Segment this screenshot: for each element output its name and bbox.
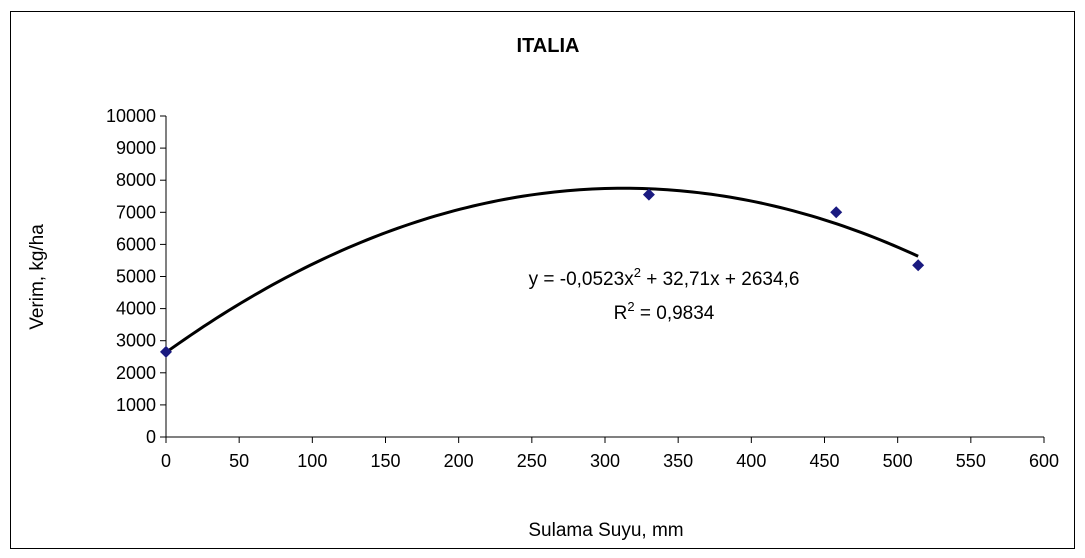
x-tick-label: 500 <box>883 451 913 471</box>
equation-text: y = -0,0523x <box>529 269 635 290</box>
y-tick-label: 8000 <box>116 170 156 190</box>
y-tick-label: 7000 <box>116 202 156 222</box>
y-tick-label: 3000 <box>116 331 156 351</box>
trendline <box>165 186 919 354</box>
data-point <box>642 188 655 201</box>
data-points <box>160 188 925 358</box>
x-tick-label: 400 <box>736 451 766 471</box>
x-tick-label: 50 <box>229 451 249 471</box>
data-point <box>830 206 843 219</box>
x-axis-ticks: 0 50 100 150 200 250 300 350 400 450 500 550 600 <box>161 437 1059 471</box>
x-tick-label: 100 <box>297 451 327 471</box>
data-point <box>912 259 925 272</box>
chart-frame <box>10 11 1075 549</box>
x-tick-label: 350 <box>663 451 693 471</box>
x-tick-label: 0 <box>161 451 171 471</box>
y-tick-label: 5000 <box>116 267 156 287</box>
y-tick-label: 6000 <box>116 234 156 254</box>
equation-superscript: 2 <box>634 265 641 280</box>
x-tick-label: 150 <box>370 451 400 471</box>
chart-title: ITALIA <box>517 35 580 57</box>
r2-superscript: 2 <box>627 299 634 314</box>
x-tick-label: 450 <box>809 451 839 471</box>
r-squared: R2 = 0,9834 <box>614 299 715 324</box>
x-tick-label: 300 <box>590 451 620 471</box>
x-tick-label: 250 <box>517 451 547 471</box>
equation-rest: + 32,71x + 2634,6 <box>641 269 799 290</box>
y-tick-label: 1000 <box>116 395 156 415</box>
y-tick-label: 0 <box>146 427 156 447</box>
r2-rest: = 0,9834 <box>635 303 715 324</box>
data-point <box>160 345 172 358</box>
y-axis-label: Verim, kg/ha <box>27 224 48 330</box>
r2-prefix: R <box>614 303 628 324</box>
x-tick-label: 600 <box>1029 451 1059 471</box>
y-tick-label: 2000 <box>116 363 156 383</box>
x-axis-label: Sulama Suyu, mm <box>528 520 683 541</box>
y-axis-ticks: 0 1000 2000 3000 4000 5000 6000 7000 8000 9000 100… <box>106 106 166 447</box>
x-tick-label: 550 <box>956 451 986 471</box>
y-tick-label: 10000 <box>106 106 156 126</box>
y-tick-label: 4000 <box>116 299 156 319</box>
y-tick-label: 9000 <box>116 138 156 158</box>
x-tick-label: 200 <box>444 451 474 471</box>
trendline-equation: y = -0,0523x2 + 32,71x + 2634,6 <box>529 265 800 290</box>
